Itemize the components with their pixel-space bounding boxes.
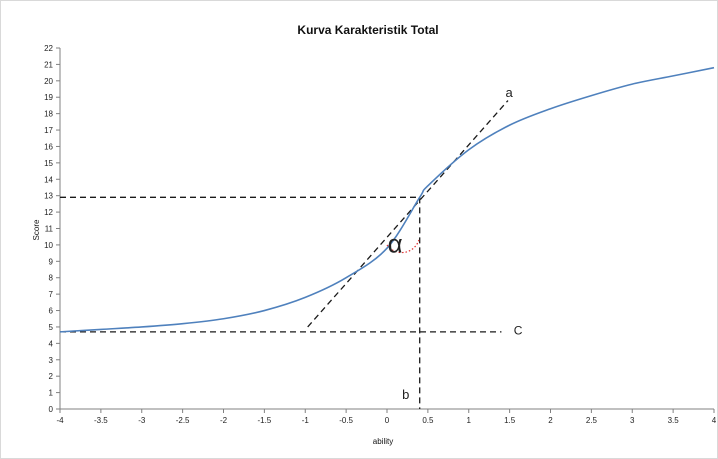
y-tick-label: 4 bbox=[49, 339, 54, 348]
y-tick-label: 20 bbox=[44, 77, 53, 86]
x-tick-label: 3 bbox=[630, 416, 635, 425]
x-tick-label: -4 bbox=[56, 416, 64, 425]
x-tick-label: -3 bbox=[138, 416, 146, 425]
y-tick-label: 19 bbox=[44, 93, 53, 102]
y-tick-label: 21 bbox=[44, 60, 53, 69]
x-tick-label: 2.5 bbox=[586, 416, 598, 425]
annotation-alpha: α bbox=[388, 228, 403, 258]
x-tick-label: 3.5 bbox=[668, 416, 680, 425]
x-axis-title: ability bbox=[373, 437, 393, 446]
y-tick-label: 1 bbox=[49, 389, 54, 398]
x-tick-label: -2.5 bbox=[176, 416, 190, 425]
y-tick-label: 0 bbox=[49, 405, 54, 414]
y-tick-label: 13 bbox=[44, 192, 53, 201]
y-tick-label: 9 bbox=[49, 257, 54, 266]
x-tick-label: 2 bbox=[548, 416, 553, 425]
x-tick-label: 0.5 bbox=[422, 416, 434, 425]
y-axis-title: Score bbox=[32, 219, 41, 240]
y-tick-label: 6 bbox=[49, 307, 54, 316]
x-tick-label: -1 bbox=[302, 416, 310, 425]
x-tick-label: 0 bbox=[385, 416, 390, 425]
annotation-c: C bbox=[514, 323, 523, 337]
x-tick-label: 4 bbox=[712, 416, 717, 425]
alpha-angle-arc bbox=[386, 239, 420, 254]
x-tick-label: 1.5 bbox=[504, 416, 516, 425]
y-tick-label: 22 bbox=[44, 44, 53, 53]
x-tick-label: -3.5 bbox=[94, 416, 108, 425]
y-tick-label: 2 bbox=[49, 372, 54, 381]
tangent-line bbox=[307, 100, 509, 328]
y-tick-label: 15 bbox=[44, 159, 53, 168]
y-tick-label: 17 bbox=[44, 126, 53, 135]
y-tick-label: 16 bbox=[44, 142, 53, 151]
x-tick-label: -1.5 bbox=[257, 416, 271, 425]
annotation-a: a bbox=[506, 85, 514, 100]
y-tick-label: 18 bbox=[44, 110, 53, 119]
y-tick-label: 7 bbox=[49, 290, 54, 299]
x-tick-label: -2 bbox=[220, 416, 228, 425]
y-tick-label: 14 bbox=[44, 175, 53, 184]
chart-title: Kurva Karakteristik Total bbox=[297, 23, 438, 37]
annotation-b: b bbox=[402, 387, 409, 402]
y-tick-label: 3 bbox=[49, 356, 54, 365]
x-tick-label: -0.5 bbox=[339, 416, 353, 425]
x-tick-label: 1 bbox=[467, 416, 472, 425]
y-tick-label: 5 bbox=[49, 323, 54, 332]
y-tick-label: 10 bbox=[44, 241, 53, 250]
y-tick-label: 12 bbox=[44, 208, 53, 217]
y-tick-label: 11 bbox=[45, 225, 54, 234]
y-tick-label: 8 bbox=[49, 274, 54, 283]
characteristic-curve-line bbox=[59, 66, 715, 333]
